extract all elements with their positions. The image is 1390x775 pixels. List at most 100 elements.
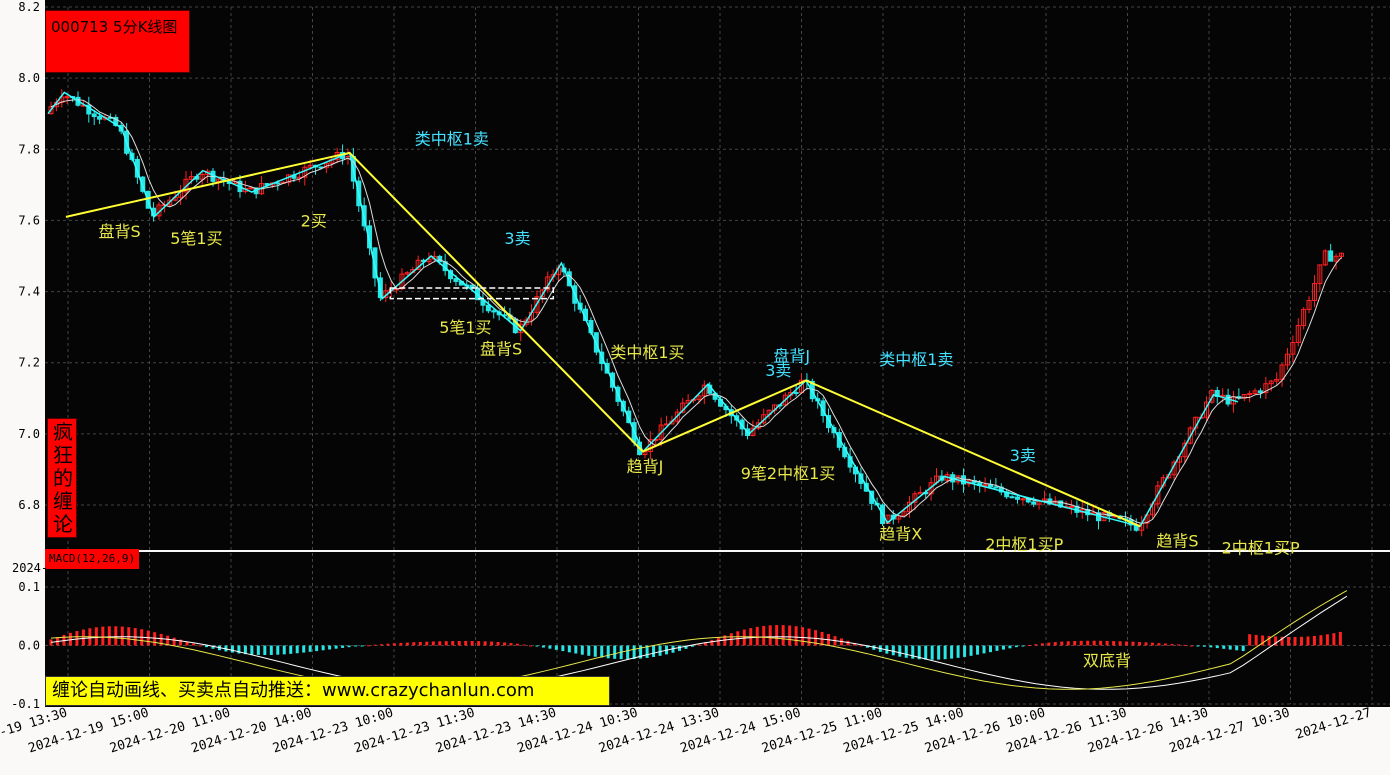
macd-bar [1047, 642, 1051, 646]
macd-bar [561, 645, 565, 652]
macd-bar [652, 645, 656, 658]
macd-bar [1144, 642, 1148, 646]
macd-bar [1312, 635, 1316, 646]
macd-bar [243, 645, 247, 655]
macd-bar [852, 643, 856, 646]
macd-bar [1053, 642, 1057, 646]
candle-body [1306, 299, 1312, 310]
macd-bar [295, 645, 299, 654]
candle-body [917, 491, 923, 495]
macd-bar [334, 645, 338, 649]
macd-bar [969, 645, 973, 656]
annotation-label: 盘背J [773, 347, 810, 366]
macd-bar [775, 625, 779, 646]
macd-bar [477, 641, 481, 646]
annotation-label: 盘背S [480, 339, 522, 358]
candle-body [901, 511, 907, 517]
macd-bar [716, 637, 720, 646]
macd-bar [1241, 645, 1245, 652]
macd-bar [917, 645, 921, 660]
macd-bar [703, 642, 707, 646]
candle-body [91, 113, 97, 118]
macd-bar [684, 645, 688, 649]
macd-bar [762, 625, 766, 646]
macd-bar [710, 639, 714, 646]
candle-body [1333, 255, 1339, 262]
x-axis-stub-label: 2024- [12, 561, 49, 575]
macd-bar [1254, 634, 1258, 646]
candle-body [1284, 353, 1290, 366]
macd-bar [425, 641, 429, 646]
macd-bar [373, 644, 377, 646]
macd-bar [341, 645, 345, 648]
macd-bar [541, 645, 545, 648]
macd-tick-label: -0.1 [11, 697, 40, 711]
macd-bar [1306, 636, 1310, 646]
candle-body [1014, 496, 1020, 500]
candle-body [1295, 325, 1301, 344]
macd-bar [1293, 636, 1297, 646]
macd-bar [950, 645, 954, 659]
macd-bar [1099, 640, 1103, 646]
candle-body [453, 278, 459, 282]
macd-bar [263, 645, 267, 656]
macd-bar [1287, 636, 1291, 646]
macd-bar [859, 645, 863, 647]
annotation-label: 类中枢1买 [610, 343, 684, 362]
macd-bar [490, 641, 494, 646]
macd-bar [211, 645, 215, 649]
macd-bar [600, 645, 604, 658]
macd-bar [1105, 640, 1109, 646]
candle-body [626, 410, 632, 424]
macd-bar [1338, 631, 1342, 646]
annotation-label: 趋背X [879, 524, 922, 543]
dif-line [50, 595, 1348, 690]
macd-bar [846, 640, 850, 646]
price-tick-label: 8.0 [18, 71, 40, 85]
macd-bar [360, 645, 364, 647]
macd-bar [166, 635, 170, 646]
candle-body [1187, 427, 1193, 444]
macd-bar [1163, 643, 1167, 646]
macd-bar [1274, 636, 1278, 646]
macd-bar [943, 645, 947, 660]
candle-body [1009, 496, 1015, 499]
macd-bar [1228, 645, 1232, 650]
macd-bar [1008, 645, 1012, 649]
macd-bar [269, 645, 273, 655]
macd-bar [1196, 645, 1200, 647]
macd-bar [1040, 643, 1044, 646]
macd-bar [788, 625, 792, 646]
macd-bar [230, 645, 234, 653]
macd-bar [1027, 645, 1031, 647]
side-label-box: 疯狂的缠论 [47, 418, 77, 538]
bi-line [47, 91, 1239, 528]
macd-bar [794, 626, 798, 646]
annotation-label: 9笔2中枢1买 [741, 464, 836, 483]
candle-body [1020, 498, 1026, 501]
price-tick-label: 7.8 [18, 142, 40, 156]
annotation-label: 双底背 [1083, 651, 1131, 670]
candle-body [826, 415, 832, 429]
macd-bar [496, 641, 500, 646]
candle-body [1322, 250, 1328, 266]
annotation-label: 类中枢1卖 [415, 130, 489, 149]
promo-banner[interactable]: 缠论自动画线、买卖点自动推送：www.crazychanlun.com [45, 676, 610, 706]
macd-bar [963, 645, 967, 657]
macd-bar [451, 641, 455, 646]
gridlines [45, 6, 1390, 705]
candle-body [248, 187, 254, 190]
macd-bar [256, 645, 260, 655]
macd-bar [302, 645, 306, 653]
macd-bar [185, 641, 189, 646]
macd-bar [574, 645, 578, 654]
macd-bar [1112, 641, 1116, 646]
candle-body [485, 304, 491, 312]
candle-body [1220, 394, 1226, 397]
candle-body [97, 116, 103, 120]
segment-line [65, 151, 1141, 528]
macd-bar [503, 642, 507, 646]
macd-bar [1079, 640, 1083, 646]
candle-body [960, 475, 966, 485]
